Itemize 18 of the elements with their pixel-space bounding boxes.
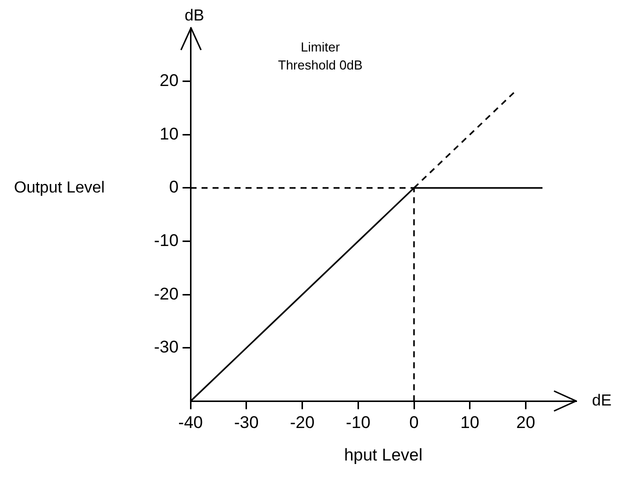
text: dB (184, 7, 204, 24)
y-tick-label: -30 (154, 338, 179, 357)
y-tick-label: -20 (154, 284, 179, 304)
y-tick-label: 10 (160, 124, 179, 144)
y-axis-title: Output Level (14, 179, 105, 196)
y-tick-label: 20 (160, 71, 179, 90)
y-tick-label: 0 (169, 178, 179, 197)
x-tick-label: 20 (516, 413, 536, 432)
x-tick-label: -40 (178, 413, 203, 432)
x-tick-label: -10 (346, 413, 370, 432)
x-tick-label: -20 (290, 413, 315, 432)
annotation: Limiter Threshold 0dB (278, 40, 363, 73)
x-tick-label: 0 (409, 413, 419, 432)
text: dE (592, 392, 612, 410)
x-axis-title: hput Level (344, 445, 423, 464)
x-tick-label: 10 (460, 413, 480, 432)
x-tick-label: -30 (234, 413, 259, 432)
y-tick-label: -10 (154, 230, 179, 250)
